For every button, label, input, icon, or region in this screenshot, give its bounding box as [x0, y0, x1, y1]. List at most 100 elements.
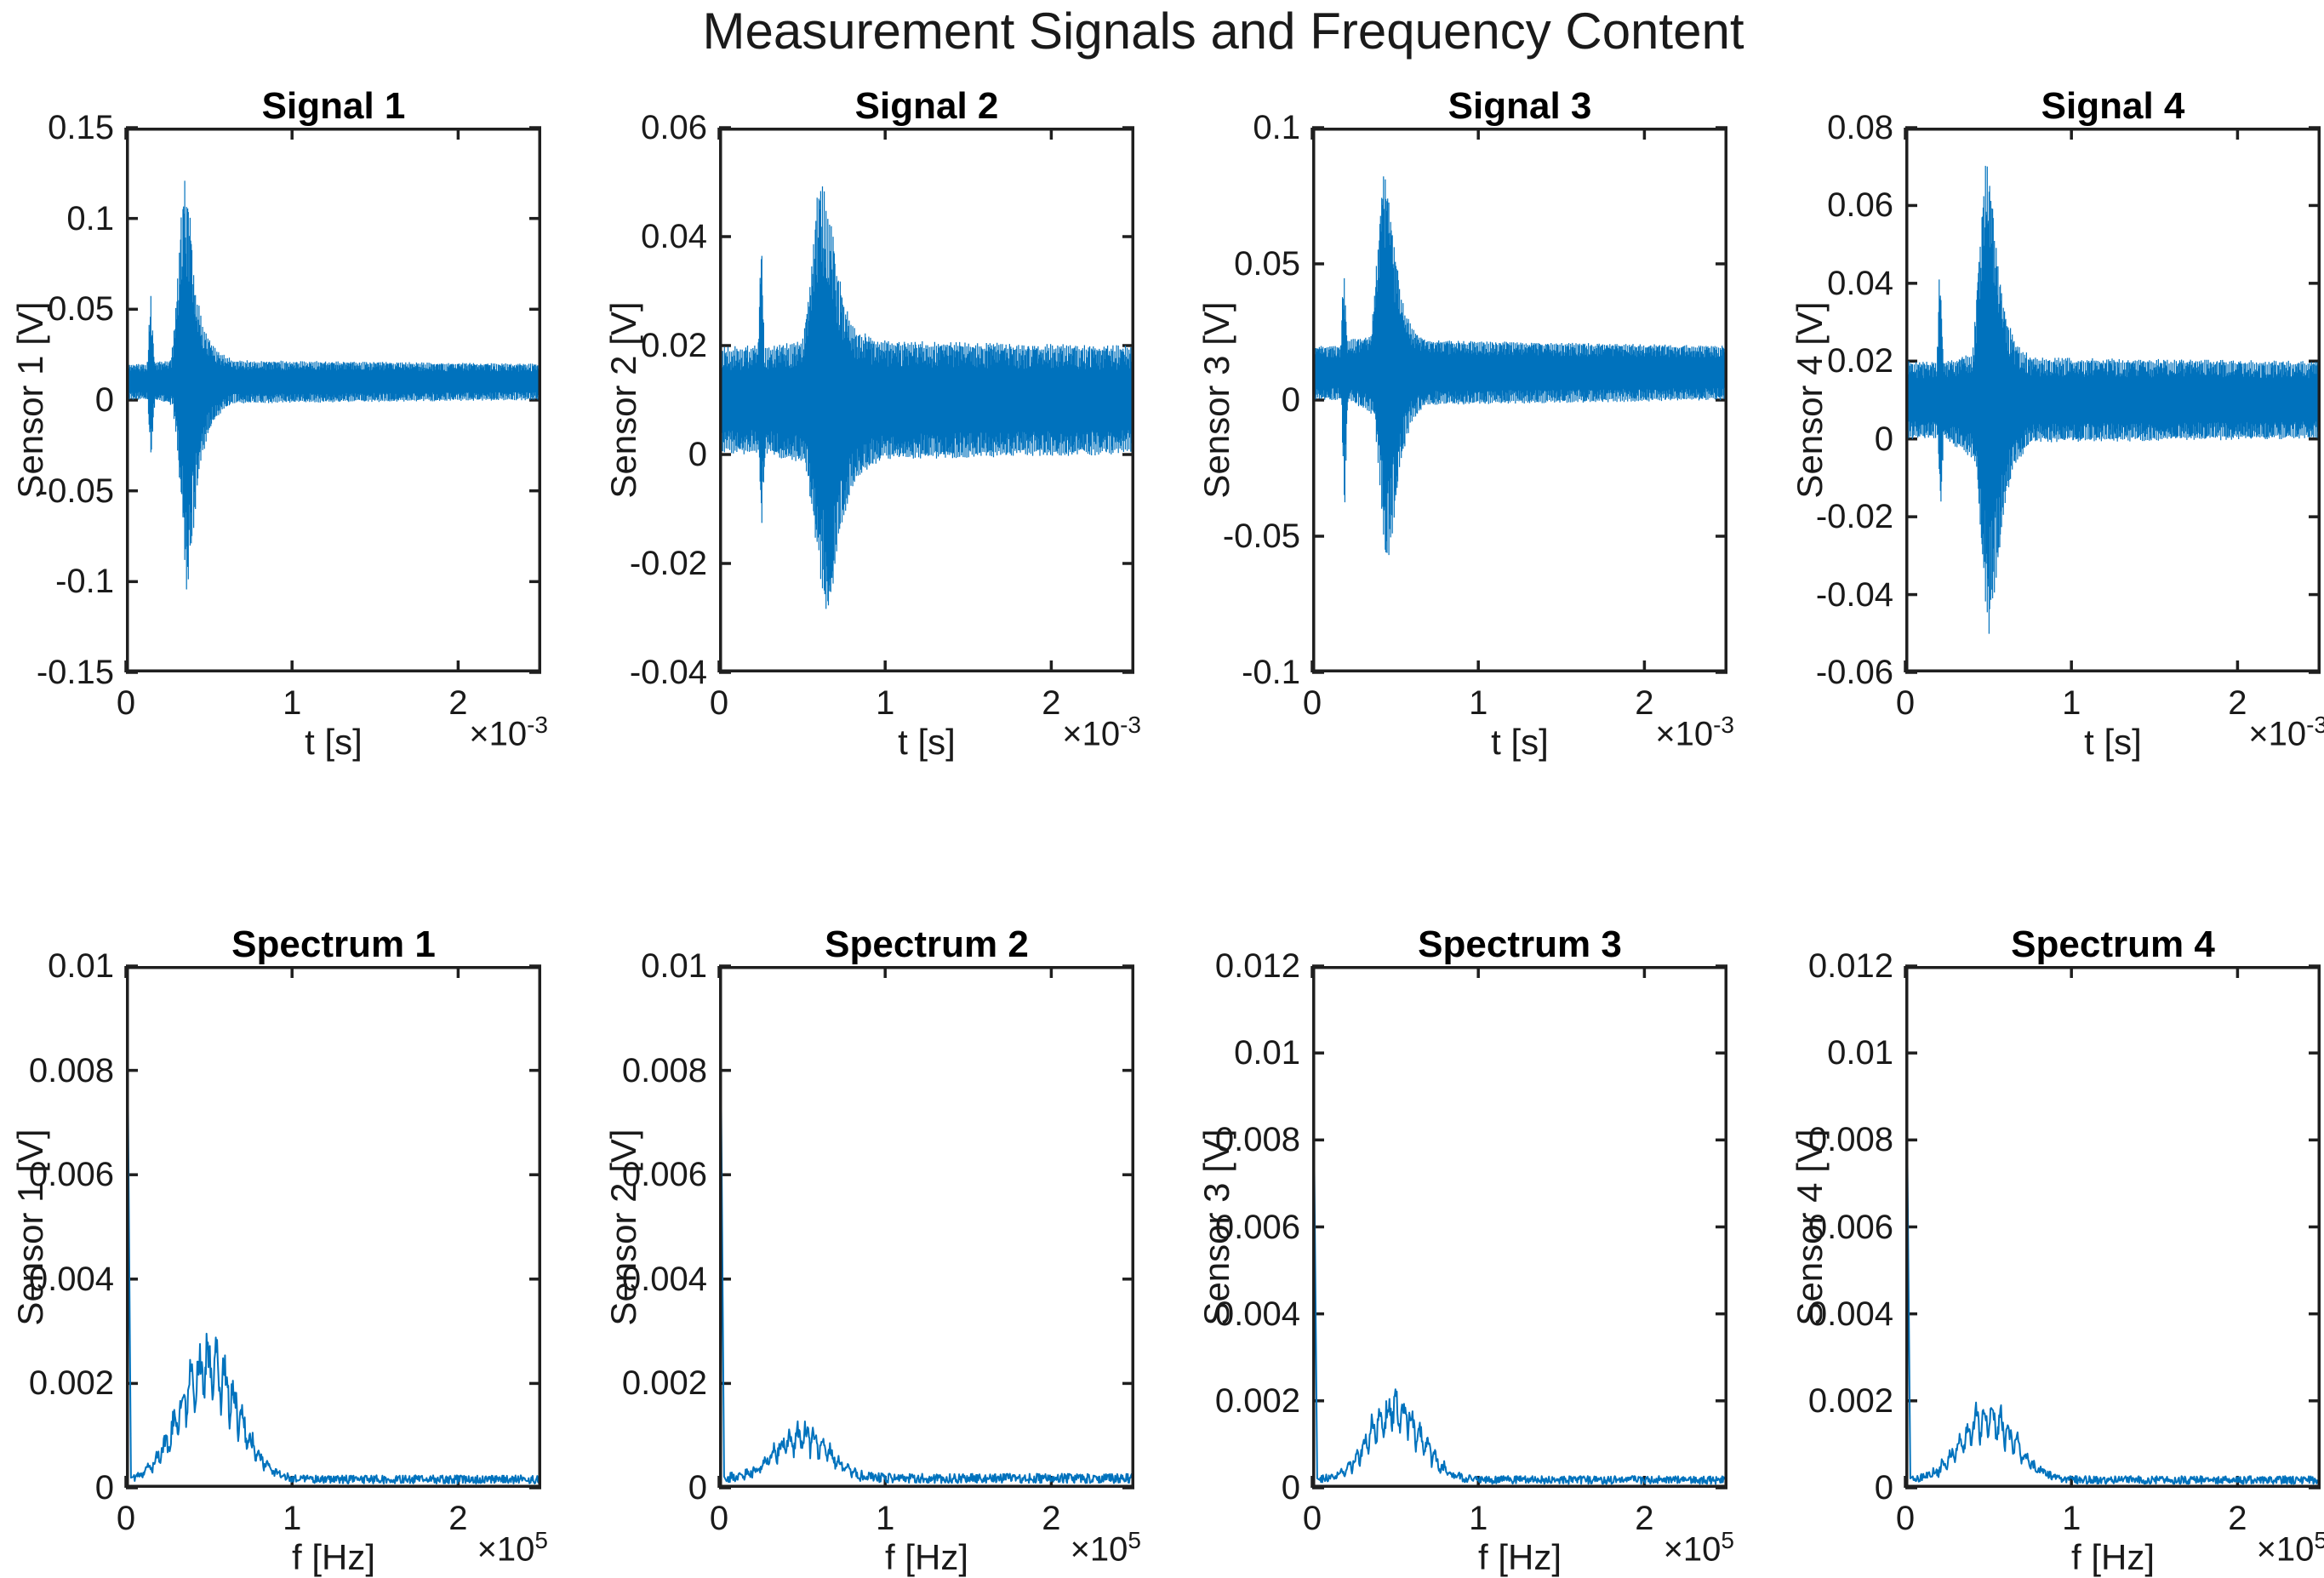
x-tick-label: 2	[390, 684, 526, 723]
exponent-base: ×10	[1062, 715, 1120, 752]
spectrum-4-plot	[1905, 966, 2321, 1488]
figure-title: Measurement Signals and Frequency Conten…	[126, 2, 2321, 60]
y-tick-label: 0.06	[1744, 185, 1893, 226]
axes-box	[128, 968, 540, 1487]
x-tick-label: 2	[2169, 684, 2305, 723]
y-tick-label: -0.04	[1744, 575, 1893, 615]
subplot-title: Spectrum 2	[719, 923, 1134, 966]
x-tick-label: 1	[817, 1500, 953, 1538]
x-tick-label: 1	[817, 684, 953, 723]
y-tick-label: 0.02	[557, 325, 707, 366]
x-axis-exponent: ×10-3	[354, 712, 548, 753]
x-tick-label: 0	[58, 1500, 194, 1538]
y-tick-label: 0.1	[0, 198, 114, 239]
x-axis-exponent: ×10-3	[947, 712, 1141, 753]
exponent-base: ×10	[469, 715, 527, 752]
x-tick-label: 0	[1244, 684, 1380, 723]
y-tick-label: 0.1	[1151, 107, 1300, 148]
y-tick-label: 0.04	[557, 216, 707, 257]
subplot-title: Signal 3	[1312, 85, 1727, 128]
y-tick-label: -0.1	[0, 561, 114, 602]
exponent-power: 5	[1721, 1527, 1734, 1553]
x-axis-label: t [s]	[1312, 722, 1727, 763]
axis-tick-marks	[719, 128, 1134, 672]
x-axis-label: t [s]	[1905, 722, 2321, 763]
exponent-base: ×10	[1655, 715, 1713, 752]
y-tick-label: 0	[0, 380, 114, 420]
x-tick-label: 2	[1576, 1500, 1712, 1538]
x-axis-label: f [Hz]	[126, 1537, 541, 1578]
x-axis-label: f [Hz]	[1312, 1537, 1727, 1578]
y-tick-label: 0.06	[557, 107, 707, 148]
subplot-title: Signal 4	[1905, 85, 2321, 128]
y-tick-label: 0.04	[1744, 263, 1893, 304]
signal-4-plot	[1905, 128, 2321, 672]
y-tick-label: 0.008	[1744, 1119, 1893, 1160]
x-tick-label: 2	[390, 1500, 526, 1538]
exponent-base: ×10	[2257, 1530, 2315, 1568]
exponent-power: -3	[1120, 712, 1141, 738]
y-tick-label: 0.002	[1151, 1381, 1300, 1421]
axes-box	[128, 129, 540, 672]
x-tick-label: 1	[1410, 684, 1546, 723]
y-axis-label: Sensor 3 [V]	[1196, 301, 1237, 498]
exponent-power: -3	[1713, 712, 1734, 738]
y-tick-label: 0	[1744, 419, 1893, 460]
x-tick-label: 1	[224, 684, 360, 723]
exponent-base: ×10	[1664, 1530, 1722, 1568]
x-axis-exponent: ×105	[354, 1527, 548, 1569]
x-tick-label: 0	[58, 684, 194, 723]
y-tick-label: 0.004	[0, 1259, 114, 1300]
axis-tick-marks	[126, 128, 541, 672]
axes-box	[721, 968, 1133, 1487]
subplot-title: Spectrum 1	[126, 923, 541, 966]
y-tick-label: -0.02	[1744, 496, 1893, 537]
y-tick-label: 0.004	[1744, 1294, 1893, 1335]
y-tick-label: 0.05	[1151, 243, 1300, 284]
y-tick-label: 0.012	[1744, 946, 1893, 986]
y-tick-label: -0.05	[0, 471, 114, 512]
x-tick-label: 0	[1244, 1500, 1380, 1538]
subplot-title: Signal 1	[126, 85, 541, 128]
spectrum-curve	[720, 968, 1134, 1484]
axes-box	[1314, 968, 1727, 1487]
y-tick-label: 0.008	[557, 1050, 707, 1091]
y-tick-label: 0	[0, 1467, 114, 1508]
signal-3-plot	[1312, 128, 1727, 672]
y-tick-label: 0.004	[1151, 1294, 1300, 1335]
y-axis-label: Sensor 4 [V]	[1790, 1129, 1830, 1325]
y-tick-label: -0.1	[1151, 652, 1300, 693]
y-tick-label: 0	[557, 1467, 707, 1508]
x-tick-label: 2	[2169, 1500, 2305, 1538]
y-axis-label: Sensor 1 [V]	[10, 1129, 51, 1325]
signal-2-plot	[719, 128, 1134, 672]
y-tick-label: -0.04	[557, 652, 707, 693]
exponent-base: ×10	[1071, 1530, 1128, 1568]
x-axis-label: t [s]	[719, 722, 1134, 763]
spectrum-3-plot	[1312, 966, 1727, 1488]
x-axis-label: f [Hz]	[719, 1537, 1134, 1578]
axes-box	[1907, 129, 2320, 672]
x-axis-exponent: ×10-3	[2133, 712, 2324, 753]
axes-box	[1907, 968, 2320, 1487]
x-tick-label: 0	[651, 684, 787, 723]
y-tick-label: 0.006	[557, 1154, 707, 1195]
y-tick-label: 0.006	[1151, 1207, 1300, 1248]
x-tick-label: 0	[1837, 684, 1973, 723]
y-tick-label: 0.006	[1744, 1207, 1893, 1248]
x-tick-label: 2	[983, 1500, 1119, 1538]
y-tick-label: 0.002	[1744, 1381, 1893, 1421]
y-tick-label: 0.02	[1744, 340, 1893, 381]
y-tick-label: 0.004	[557, 1259, 707, 1300]
y-tick-label: -0.15	[0, 652, 114, 693]
y-tick-label: 0.002	[0, 1363, 114, 1404]
y-tick-label: -0.05	[1151, 516, 1300, 557]
y-tick-label: 0.006	[0, 1154, 114, 1195]
signal-waveform	[126, 180, 541, 589]
y-tick-label: 0.05	[0, 289, 114, 329]
y-axis-label: Sensor 4 [V]	[1790, 301, 1830, 498]
